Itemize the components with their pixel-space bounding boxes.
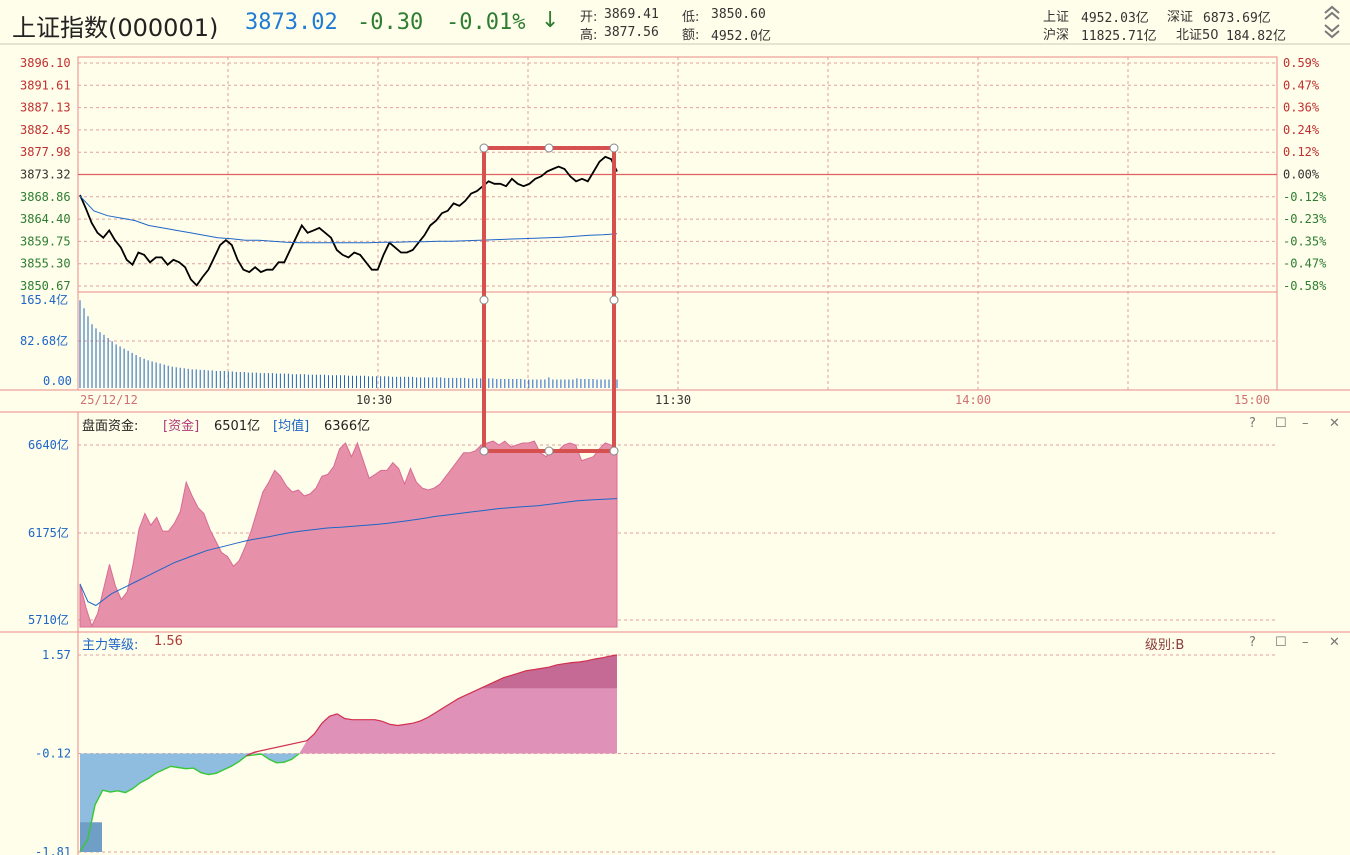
resize-handle[interactable] [479, 446, 489, 456]
price-change: -0.30 [357, 10, 424, 35]
open-value: 3869.41 [604, 7, 659, 22]
sz-value: 6873.69亿 [1203, 11, 1271, 26]
scroll-arrows[interactable] [1322, 4, 1342, 40]
hs-label: 沪深 [1043, 28, 1070, 43]
price-tick-label: 3877.98 [20, 145, 71, 159]
fund-legend-value: 6501亿 [214, 419, 261, 434]
level-grade: 级别:B [1145, 638, 1185, 653]
pct-tick-label: -0.23% [1283, 212, 1327, 226]
quote-header: 上证指数(000001) 3873.02 -0.30 -0.01% ↓ 开: 3… [0, 0, 1350, 44]
down-arrow-icon: ↓ [541, 8, 560, 33]
resize-handle[interactable] [609, 143, 619, 153]
open-label: 开: [580, 10, 598, 25]
amount-value: 4952.0亿 [711, 29, 771, 44]
double-chevron-down-icon[interactable] [1324, 24, 1340, 39]
level-value: 1.56 [154, 634, 183, 649]
price-tick-label: 3864.40 [20, 212, 71, 226]
fund-tick-label: 5710亿 [28, 612, 69, 627]
bz-value: 184.82亿 [1226, 29, 1286, 44]
price-change-pct: -0.01% [446, 10, 526, 35]
pct-tick-label: -0.12% [1283, 190, 1327, 204]
sz-label: 深证 [1167, 10, 1194, 25]
volume-tick-label: 165.4亿 [20, 292, 68, 307]
fund-legend-label: [资金] [163, 419, 200, 434]
pct-tick-label: 0.59% [1283, 56, 1320, 70]
resize-handle[interactable] [544, 143, 554, 153]
amount-label: 额: [682, 28, 700, 43]
time-label: 15:00 [1234, 393, 1270, 407]
question-icon[interactable]: ? [1249, 416, 1256, 431]
fund-area [79, 440, 618, 628]
selection-rectangle [482, 146, 616, 453]
close-icon[interactable]: ✕ [1329, 416, 1340, 431]
avg-legend-value: 6366亿 [324, 419, 371, 434]
pct-tick-label: 0.00% [1283, 168, 1320, 182]
sh-label: 上证 [1043, 10, 1070, 25]
high-label: 高: [580, 28, 598, 43]
price-tick-label: 3882.45 [20, 123, 71, 137]
maximize-icon[interactable]: ☐ [1275, 416, 1287, 431]
time-label: 14:00 [955, 393, 991, 407]
price-tick-label: 3855.30 [20, 257, 71, 271]
close-icon[interactable]: ✕ [1329, 635, 1340, 650]
level-top-band [480, 655, 617, 689]
price-line [79, 155, 618, 287]
price-tick-label: 3896.10 [20, 56, 71, 70]
time-label: 25/12/12 [80, 393, 138, 407]
high-value: 3877.56 [604, 25, 659, 40]
level-positive-line [246, 654, 618, 757]
price-tick-label: 3859.75 [20, 234, 71, 248]
pct-tick-label: -0.47% [1283, 257, 1327, 271]
avg-price-line [79, 195, 618, 244]
double-chevron-up-icon[interactable] [1324, 5, 1340, 20]
fund-panel-title: 盘面资金: [82, 419, 139, 434]
level-tick-label: -1.81 [35, 845, 71, 855]
resize-handle[interactable] [609, 295, 619, 305]
time-label: 11:30 [655, 393, 691, 407]
price-tick-label: 3891.61 [20, 78, 71, 92]
resize-handle[interactable] [609, 446, 619, 456]
question-icon[interactable]: ? [1249, 635, 1256, 650]
price-tick-label: 3887.13 [20, 101, 71, 115]
resize-handle[interactable] [544, 446, 554, 456]
minimize-icon[interactable]: – [1302, 635, 1309, 650]
volume-tick-label: 0.00 [43, 374, 72, 388]
level-negative-area [80, 753, 617, 852]
pct-tick-label: -0.58% [1283, 279, 1327, 293]
index-title: 上证指数(000001) [12, 14, 219, 42]
sh-value: 4952.03亿 [1081, 11, 1149, 26]
level-tick-label: -0.12 [35, 747, 71, 761]
low-label: 低: [682, 10, 700, 25]
pct-tick-label: 0.47% [1283, 78, 1320, 92]
fund-tick-label: 6175亿 [28, 525, 69, 540]
resize-handle[interactable] [479, 143, 489, 153]
low-value: 3850.60 [711, 7, 766, 22]
level-tick-label: 1.57 [42, 648, 71, 662]
level-negative-deep [80, 822, 102, 852]
fund-avg-line [79, 498, 618, 607]
bz-label: 北证50 [1176, 28, 1219, 43]
volume-tick-label: 82.68亿 [20, 333, 68, 348]
price-tick-label: 3850.67 [20, 279, 71, 293]
pct-tick-label: 0.12% [1283, 145, 1320, 159]
hs-value: 11825.71亿 [1081, 29, 1157, 44]
maximize-icon[interactable]: ☐ [1275, 635, 1287, 650]
price-tick-label: 3873.32 [20, 168, 71, 182]
time-label: 10:30 [356, 393, 392, 407]
minimize-icon[interactable]: – [1302, 416, 1309, 431]
price-tick-label: 3868.86 [20, 190, 71, 204]
level-panel-title: 主力等级: [82, 638, 139, 653]
last-price: 3873.02 [245, 10, 338, 35]
resize-handle[interactable] [479, 295, 489, 305]
avg-legend-label: [均值] [273, 419, 310, 434]
level-positive-area [80, 655, 617, 754]
pct-tick-label: 0.36% [1283, 101, 1320, 115]
pct-tick-label: -0.35% [1283, 234, 1327, 248]
fund-tick-label: 6640亿 [28, 437, 69, 452]
pct-tick-label: 0.24% [1283, 123, 1320, 137]
level-negative-line [79, 752, 300, 852]
